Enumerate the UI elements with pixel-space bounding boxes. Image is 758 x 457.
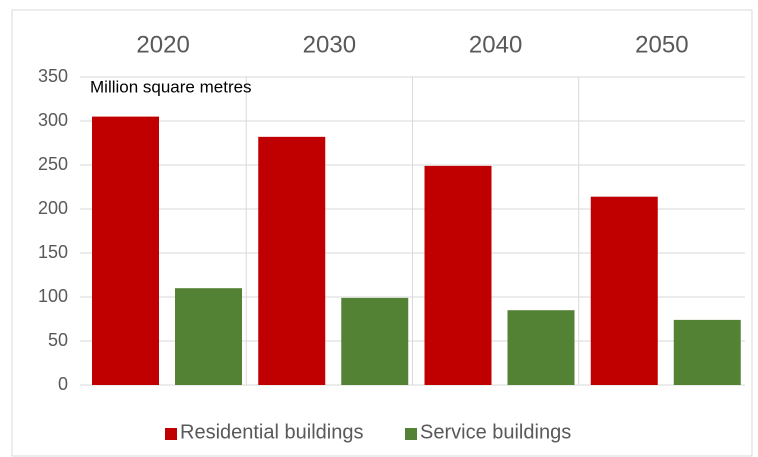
legend-swatch: [165, 428, 177, 440]
legend-swatch: [405, 428, 417, 440]
bar: [341, 297, 409, 385]
unit-label: Million square metres: [90, 77, 252, 96]
bar: [507, 310, 575, 385]
bar: [590, 196, 658, 385]
legend-label: Service buildings: [420, 421, 571, 443]
y-tick-label: 50: [48, 330, 68, 350]
y-tick-label: 300: [38, 110, 68, 130]
x-tick-label: 2020: [136, 31, 189, 58]
bar: [92, 116, 159, 385]
chart-border: [11, 9, 753, 457]
y-tick-label: 0: [58, 374, 68, 394]
y-tick-label: 350: [38, 66, 68, 86]
y-tick-label: 250: [38, 154, 68, 174]
y-tick-label: 150: [38, 242, 68, 262]
bar: [673, 319, 741, 385]
x-tick-label: 2050: [635, 31, 688, 58]
x-tick-label: 2040: [469, 31, 522, 58]
y-tick-label: 100: [38, 286, 68, 306]
legend-label: Residential buildings: [180, 421, 363, 443]
x-tick-label: 2030: [303, 31, 356, 58]
bar: [258, 136, 326, 385]
bar: [175, 288, 242, 385]
y-tick-label: 200: [38, 198, 68, 218]
bar: [424, 165, 492, 385]
